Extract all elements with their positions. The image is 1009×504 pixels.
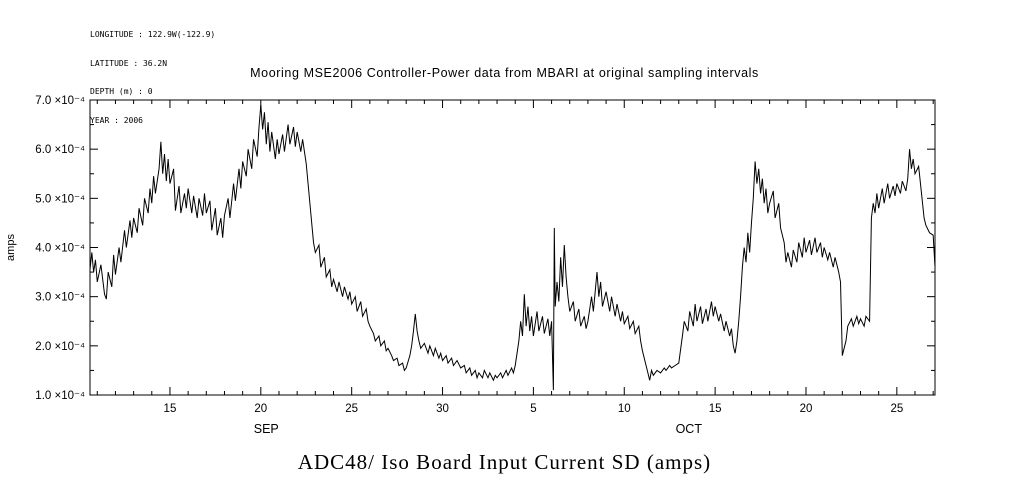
x-tick-label: 10 <box>618 403 631 415</box>
y-tick-label: 2.0 ×10⁻⁴ <box>35 341 85 353</box>
y-axis-title: amps <box>5 234 17 261</box>
plot-title: Mooring MSE2006 Controller-Power data fr… <box>250 66 759 80</box>
y-tick-label: 7.0 ×10⁻⁴ <box>35 95 85 107</box>
x-tick-label: 15 <box>709 403 722 415</box>
month-label: OCT <box>676 422 703 436</box>
x-tick-label: 25 <box>890 403 903 415</box>
plot-metadata: LONGITUDE : 122.9W(-122.9) LATITUDE : 36… <box>90 11 215 144</box>
axes-box <box>89 99 936 396</box>
y-tick-label: 1.0 ×10⁻⁴ <box>35 390 85 402</box>
meta-depth: DEPTH (m) : 0 <box>90 87 153 96</box>
series-line <box>89 104 936 391</box>
month-label: SEP <box>254 422 279 436</box>
x-tick-label: 20 <box>254 403 267 415</box>
meta-longitude: LONGITUDE : 122.9W(-122.9) <box>90 30 216 39</box>
y-tick-label: 6.0 ×10⁻⁴ <box>35 144 85 156</box>
x-tick-label: 25 <box>345 403 358 415</box>
x-tick-label: 15 <box>164 403 177 415</box>
y-tick-label: 5.0 ×10⁻⁴ <box>35 193 85 205</box>
x-tick-label: 5 <box>530 403 536 415</box>
x-tick-label: 20 <box>800 403 813 415</box>
x-tick-label: 30 <box>436 403 449 415</box>
meta-year: YEAR : 2006 <box>90 115 143 125</box>
y-tick-label: 4.0 ×10⁻⁴ <box>35 243 85 255</box>
meta-latitude: LATITUDE : 36.2N <box>90 58 168 68</box>
y-tick-label: 3.0 ×10⁻⁴ <box>35 292 85 304</box>
plot-caption: ADC48/ Iso Board Input Current SD (amps) <box>297 450 712 474</box>
